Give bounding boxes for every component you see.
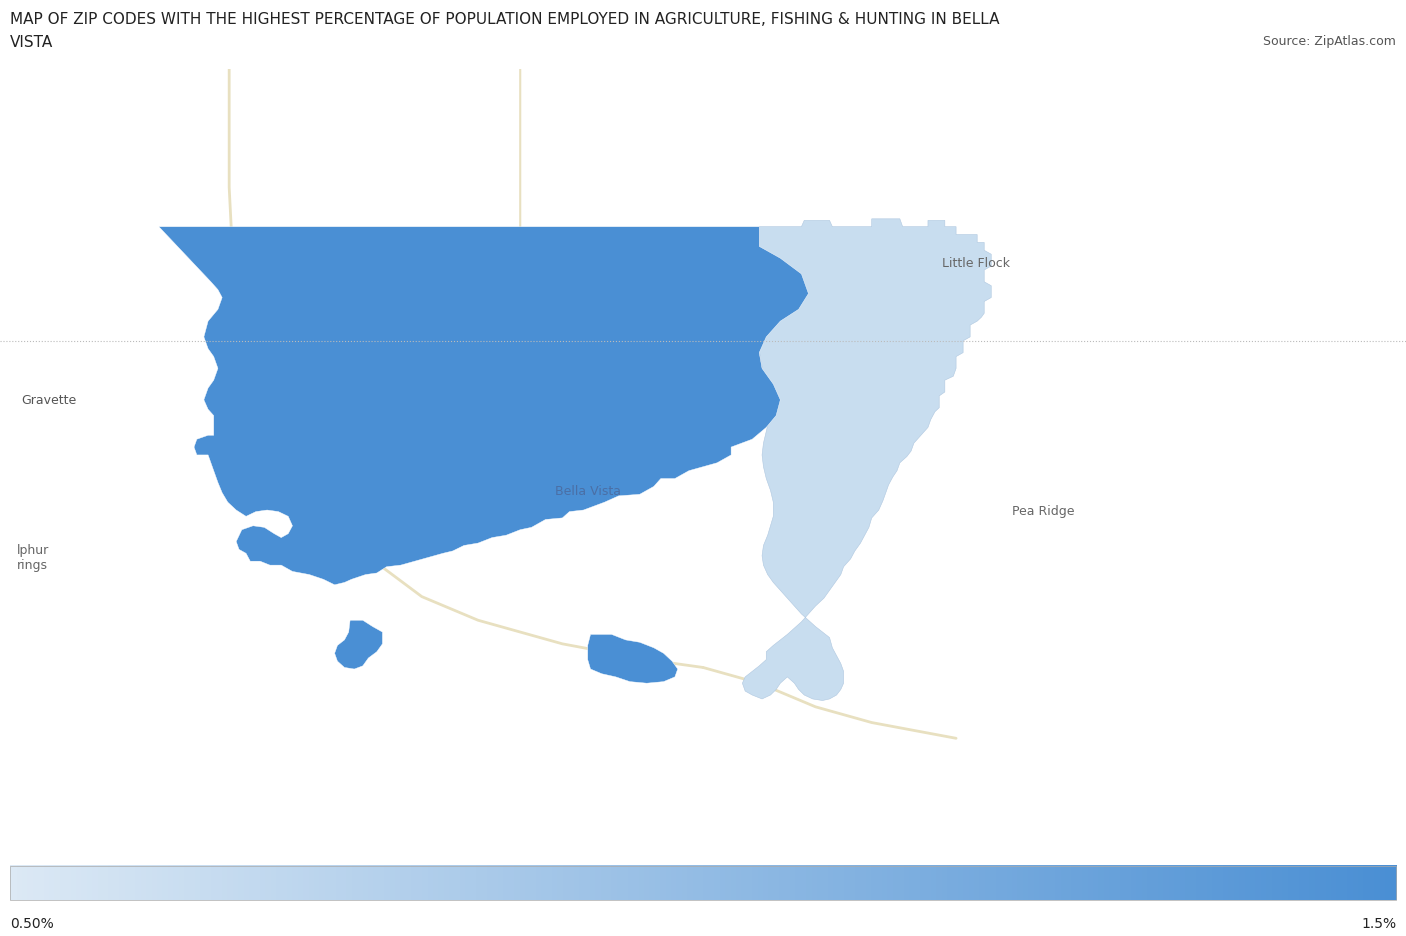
Text: Source: ZipAtlas.com: Source: ZipAtlas.com <box>1263 35 1396 48</box>
Polygon shape <box>742 220 991 701</box>
Text: Bella Vista: Bella Vista <box>555 484 621 497</box>
Polygon shape <box>588 635 678 683</box>
Text: 1.5%: 1.5% <box>1361 916 1396 930</box>
Text: 0.50%: 0.50% <box>10 916 53 930</box>
Polygon shape <box>335 621 382 669</box>
Text: VISTA: VISTA <box>10 35 53 50</box>
Polygon shape <box>159 227 808 585</box>
Text: Little Flock: Little Flock <box>942 256 1010 270</box>
Text: Pea Ridge: Pea Ridge <box>1012 504 1074 517</box>
Text: lphur
rings: lphur rings <box>17 544 49 572</box>
Text: MAP OF ZIP CODES WITH THE HIGHEST PERCENTAGE OF POPULATION EMPLOYED IN AGRICULTU: MAP OF ZIP CODES WITH THE HIGHEST PERCEN… <box>10 12 1000 27</box>
Text: Gravette: Gravette <box>21 394 76 407</box>
